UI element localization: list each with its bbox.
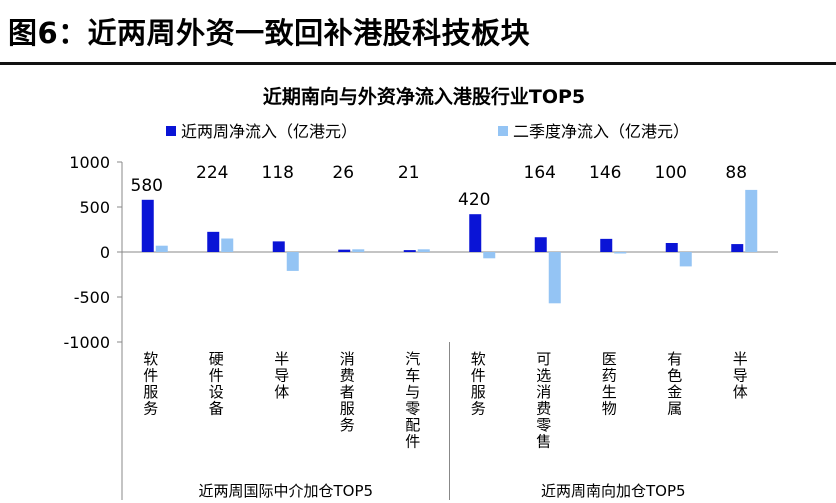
category-label-char: 备: [209, 400, 224, 418]
legend-swatch-1: [166, 126, 176, 136]
bar-series1: [207, 231, 220, 252]
category-label-char: 生: [602, 383, 617, 401]
category-label-char: 零: [536, 416, 551, 434]
category-label-char: 体: [733, 383, 748, 401]
bar-series2: [483, 252, 496, 259]
bar-series2: [155, 245, 168, 252]
title-rule: [0, 62, 836, 65]
bar-series2: [745, 189, 758, 252]
data-label: 26: [332, 163, 354, 183]
bar-series1: [272, 241, 285, 252]
data-label: 146: [589, 163, 621, 183]
category-label-char: 务: [340, 416, 355, 434]
category-label-char: 服: [340, 400, 355, 418]
category-label-char: 件: [405, 433, 420, 451]
y-tick-label: 1000: [69, 153, 110, 172]
category-label-char: 硬: [209, 350, 224, 368]
legend-label-2: 二季度净流入（亿港元）: [513, 122, 689, 141]
bar-series2: [614, 252, 627, 254]
category-label-char: 件: [143, 367, 158, 385]
category-label-char: 务: [143, 400, 158, 418]
category-label-char: 软: [143, 350, 158, 368]
category-label-char: 医: [602, 350, 617, 368]
category-label-char: 者: [340, 383, 355, 401]
category-label-char: 选: [536, 367, 551, 385]
legend-label-1: 近两周净流入（亿港元）: [181, 122, 357, 141]
category-label-char: 半: [733, 350, 748, 368]
category-label-char: 费: [536, 400, 551, 418]
category-label-char: 可: [536, 350, 551, 368]
data-label: 100: [655, 163, 687, 183]
category-label-char: 与: [405, 383, 420, 401]
category-label-char: 件: [209, 367, 224, 385]
y-tick-label: -1000: [64, 333, 111, 352]
data-label: 580: [131, 176, 163, 196]
data-label: 88: [725, 163, 747, 183]
bar-series1: [534, 237, 547, 252]
bar-series1: [403, 250, 416, 252]
y-tick-label: 500: [79, 198, 110, 217]
group-label-1: 近两周国际中介加仓TOP5: [198, 482, 373, 500]
category-label-char: 有: [667, 350, 682, 368]
bar-series2: [352, 249, 365, 252]
category-label-char: 金: [667, 383, 682, 401]
bar-series2: [286, 252, 299, 271]
category-label-char: 汽: [405, 350, 420, 368]
category-label-char: 消: [340, 350, 355, 368]
bar-series1: [338, 249, 351, 252]
category-label-char: 色: [667, 367, 682, 385]
category-label-char: 体: [274, 383, 289, 401]
y-tick-label: -500: [74, 288, 110, 307]
category-label-char: 软: [471, 350, 486, 368]
category-label-char: 服: [471, 383, 486, 401]
bar-series1: [665, 243, 678, 252]
data-label: 420: [458, 190, 490, 210]
bar-series1: [469, 214, 482, 252]
category-label-char: 售: [536, 433, 551, 451]
category-label-char: 件: [471, 367, 486, 385]
chart-title: 近期南向与外资净流入港股行业TOP5: [263, 85, 585, 108]
bar-series1: [731, 244, 744, 252]
bar-series2: [679, 252, 692, 267]
category-label-char: 半: [274, 350, 289, 368]
category-label-char: 服: [143, 383, 158, 401]
legend-swatch-2: [498, 126, 508, 136]
category-label-char: 设: [209, 383, 224, 401]
bar-series2: [221, 238, 234, 252]
figure-title: 图6：近两周外资一致回补港股科技板块: [8, 16, 531, 50]
bar-series2: [417, 249, 430, 252]
data-label: 224: [196, 163, 228, 183]
bar-series2: [548, 252, 561, 304]
data-label: 118: [262, 163, 294, 183]
category-label-char: 零: [405, 400, 420, 418]
y-tick-label: 0: [100, 243, 110, 262]
group-label-2: 近两周南向加仓TOP5: [541, 482, 686, 500]
category-label-char: 药: [602, 367, 617, 385]
data-label: 164: [524, 163, 556, 183]
category-label-char: 务: [471, 400, 486, 418]
category-label-char: 导: [274, 367, 289, 385]
data-label: 21: [398, 163, 420, 183]
category-label-char: 导: [733, 367, 748, 385]
category-label-char: 消: [536, 383, 551, 401]
category-label-char: 配: [405, 416, 420, 434]
category-label-char: 费: [340, 367, 355, 385]
category-label-char: 属: [667, 400, 682, 418]
category-label-char: 物: [602, 400, 617, 418]
bar-series1: [600, 238, 613, 252]
bar-series1: [141, 199, 154, 252]
category-label-char: 车: [405, 367, 420, 385]
